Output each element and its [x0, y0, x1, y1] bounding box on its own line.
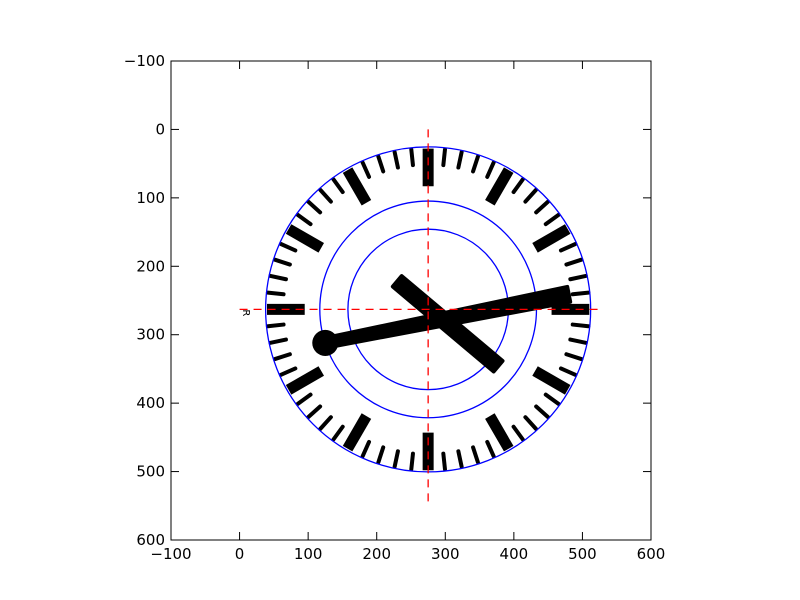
minute-mark — [268, 337, 288, 345]
x-axis: −100 0 100 200 300 400 500 600 — [150, 61, 665, 563]
minute-mark — [265, 290, 286, 297]
minute-mark — [441, 451, 447, 472]
hour-mark — [485, 413, 514, 452]
minute-mark — [306, 199, 323, 215]
crosshair-layer — [239, 129, 601, 503]
y-tick-label: 300 — [136, 326, 165, 344]
clock-hand-2 — [390, 274, 505, 374]
minute-mark — [376, 445, 386, 465]
minute-mark — [558, 241, 578, 253]
minute-mark — [272, 257, 292, 267]
hands-layer — [312, 274, 573, 374]
minute-mark — [570, 290, 591, 297]
minute-mark — [265, 322, 286, 329]
stray-label: R — [240, 309, 251, 316]
minute-mark — [471, 445, 480, 465]
hour-mark — [285, 224, 324, 253]
y-tick-label: −100 — [124, 52, 165, 70]
minute-mark — [523, 187, 538, 204]
minute-mark — [570, 322, 591, 329]
minute-mark — [360, 439, 372, 459]
hour-mark — [532, 366, 571, 395]
hour-mark — [532, 224, 571, 253]
minute-mark — [564, 352, 584, 362]
minute-mark — [409, 147, 415, 168]
minute-mark — [456, 449, 464, 469]
x-tick-label: 500 — [568, 545, 597, 563]
x-tick-label: 200 — [362, 545, 391, 563]
y-tick-label: 200 — [136, 257, 165, 275]
plot-area — [239, 129, 601, 503]
stray-label-layer: R — [240, 309, 251, 316]
y-tick-label: 100 — [136, 189, 165, 207]
x-tick-label: 600 — [637, 545, 666, 563]
minute-mark — [543, 212, 561, 227]
x-tick-label: −100 — [150, 545, 191, 563]
minute-mark — [471, 154, 480, 174]
minute-mark — [272, 352, 292, 362]
minute-mark — [295, 212, 313, 227]
minute-mark — [511, 177, 525, 195]
minute-mark — [523, 415, 538, 431]
minute-mark — [392, 150, 400, 170]
minute-mark — [511, 424, 525, 442]
hour-mark — [342, 167, 372, 206]
x-tick-label: 0 — [235, 545, 245, 563]
x-tick-label: 400 — [500, 545, 529, 563]
minute-mark — [543, 392, 561, 406]
minute-mark — [409, 451, 415, 472]
y-tick-label: 600 — [136, 531, 165, 549]
minute-mark — [318, 415, 333, 431]
minute-mark — [558, 366, 578, 377]
minute-mark — [268, 273, 288, 282]
minute-mark — [318, 187, 333, 204]
hour-mark — [485, 167, 514, 206]
dial-marks — [265, 147, 591, 472]
minute-mark — [295, 392, 313, 406]
minute-mark — [392, 449, 400, 469]
minute-mark — [331, 177, 345, 195]
minute-mark — [456, 150, 464, 170]
minute-mark — [331, 424, 345, 442]
minute-mark — [441, 147, 447, 168]
minute-mark — [485, 439, 496, 459]
minute-mark — [568, 273, 588, 282]
minute-mark — [278, 241, 298, 253]
hand-counterweight — [312, 329, 339, 356]
hour-mark — [285, 366, 324, 395]
hour-mark — [342, 413, 372, 452]
minute-mark — [564, 257, 584, 267]
plot-frame — [170, 60, 652, 541]
x-tick-label: 100 — [294, 545, 323, 563]
minute-mark — [360, 160, 372, 179]
y-tick-label: 400 — [136, 394, 165, 412]
x-tick-label: 300 — [431, 545, 460, 563]
minute-mark — [278, 366, 298, 377]
minute-mark — [306, 404, 323, 419]
minute-mark — [534, 199, 550, 215]
y-tick-label: 500 — [136, 463, 165, 481]
y-tick-label: 0 — [155, 120, 165, 138]
y-axis: −100 0 100 200 300 400 500 600 — [124, 52, 651, 549]
minute-mark — [376, 154, 386, 174]
minute-mark — [568, 337, 588, 345]
minute-mark — [534, 404, 550, 419]
minute-mark — [485, 160, 496, 179]
